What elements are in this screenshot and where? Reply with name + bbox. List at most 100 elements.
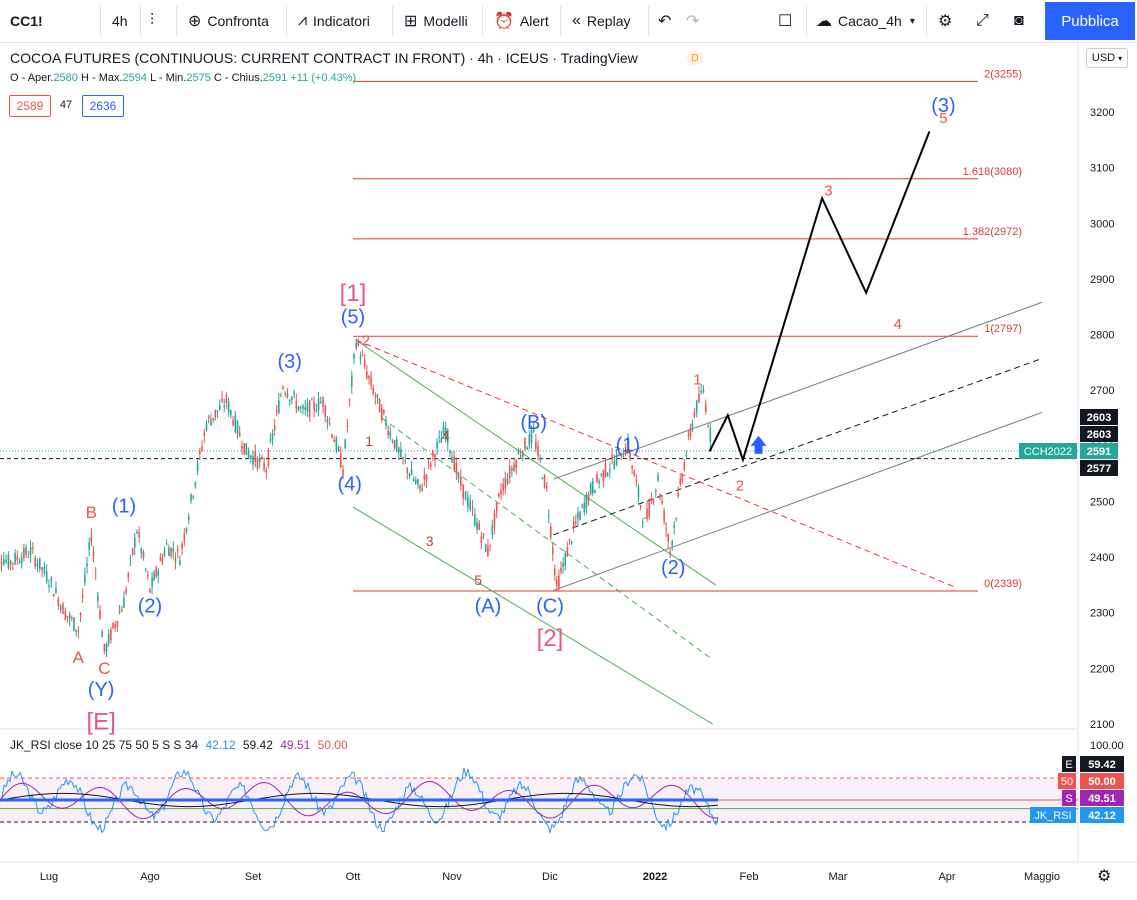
time-tick-label: Set (245, 871, 262, 883)
candle-body (618, 447, 620, 450)
time-tick-label: Lug (40, 871, 58, 883)
candle-body (425, 474, 428, 481)
layout-button[interactable]: ☁ Cacao_4h ▾ (816, 0, 915, 42)
price-tag-label: 2577 (1087, 463, 1111, 475)
candle-body (417, 479, 419, 485)
symbol-search[interactable]: CC1! (10, 0, 43, 42)
candle-body (315, 409, 318, 412)
price-tick-label: 2500 (1090, 496, 1114, 508)
candle-body (389, 431, 392, 437)
candle-body (159, 557, 162, 561)
rewind-icon: « (572, 12, 581, 29)
candle-body (278, 400, 280, 414)
candle-body (190, 494, 192, 501)
candle-body (201, 446, 203, 450)
wave-label: (C) (536, 596, 564, 618)
ask-badge[interactable]: 2636 (82, 95, 124, 117)
snapshot-button[interactable]: ◙ (1014, 0, 1030, 42)
candle-body (383, 409, 385, 414)
candle-body (118, 611, 121, 614)
redo-button[interactable]: ↷ (686, 0, 705, 42)
candle-body (500, 490, 502, 495)
symbol-label: CC1! (10, 13, 43, 29)
camera-icon: ◙ (1014, 12, 1024, 29)
candle-body (357, 340, 360, 346)
candle-body (99, 610, 101, 619)
candle-body (484, 544, 487, 552)
data-badge: D (686, 51, 704, 65)
candle-body (288, 399, 291, 402)
publish-button[interactable]: Pubblica (1045, 2, 1135, 40)
replay-button[interactable]: « Replay (572, 0, 631, 42)
candle-body (566, 547, 569, 557)
price-tick-label: 2700 (1090, 385, 1114, 397)
candle-body (247, 452, 250, 458)
rsi-tag-value: 49.51 (1088, 793, 1116, 805)
candle-body (380, 407, 383, 421)
candle-body (602, 470, 605, 481)
divider (648, 6, 649, 36)
candle-body (474, 514, 476, 525)
rsi-tag-key: S (1065, 793, 1072, 805)
candle-body (570, 541, 573, 544)
green-channel-lower (352, 506, 713, 725)
candle-body (71, 617, 73, 619)
expand-button[interactable]: ⤢ (976, 0, 995, 42)
gear-icon[interactable]: ⚙ (1097, 868, 1112, 885)
open-label: O - Aper. (10, 72, 54, 84)
chart-title: COCOA FUTURES (CONTINUOUS: CURRENT CONTR… (10, 50, 638, 66)
candle-body (631, 465, 633, 469)
candle-body (387, 430, 389, 435)
candle-body (400, 448, 402, 458)
chart-type-button[interactable]: ⫶ (150, 0, 160, 42)
time-tick-label: Feb (740, 871, 759, 883)
top-toolbar: CC1! 4h ⫶ ⊕ Confronta ⩘ Indicatori ⊞ Modell… (0, 0, 1137, 43)
candle-body (679, 478, 682, 485)
candle-body (562, 563, 564, 567)
price-tag (1080, 443, 1118, 459)
candle-body (368, 375, 370, 379)
candle-body (59, 605, 62, 611)
templates-button[interactable]: ⊞ Modelli (404, 0, 468, 42)
price-tick-label: 2900 (1090, 274, 1114, 286)
currency-select[interactable]: USD ▾ (1086, 48, 1128, 68)
indicators-button[interactable]: ⩘ Indicatori (298, 0, 370, 42)
candle-body (68, 614, 71, 620)
candle-body (179, 560, 181, 566)
wave-label: (3) (931, 95, 955, 117)
undo-button[interactable]: ↶ (658, 0, 677, 42)
cloud-icon: ☁ (816, 13, 832, 30)
compare-button[interactable]: ⊕ Confronta (188, 0, 269, 42)
candle-body (637, 486, 640, 497)
alert-button[interactable]: ⏰ Alert (494, 0, 549, 42)
candle-body (511, 468, 513, 471)
settings-button[interactable]: ⚙ (938, 0, 958, 42)
candle-body (348, 399, 351, 401)
candle-body (378, 398, 381, 413)
bid-badge[interactable]: 2589 (9, 95, 51, 117)
candle-body (271, 433, 274, 440)
candle-body (234, 415, 237, 432)
candle-body (127, 573, 130, 578)
candle-body (32, 547, 34, 549)
candle-body (16, 556, 19, 560)
low-value: 2575 (186, 72, 211, 84)
candle-body (284, 393, 287, 395)
candle-body (685, 455, 688, 457)
candle-body (596, 473, 598, 482)
candle-body (84, 574, 86, 583)
candle-body (221, 398, 223, 402)
candle-body (205, 423, 208, 431)
fullscreen-layout-button[interactable]: ☐ (778, 0, 798, 42)
candle-body (549, 526, 552, 538)
candle-body (600, 473, 603, 475)
candle-body (427, 461, 430, 463)
candle-body (43, 566, 46, 574)
candle-body (457, 473, 460, 479)
candle-body (245, 443, 248, 455)
candle-body (7, 554, 10, 569)
interval-button[interactable]: 4h (112, 0, 128, 42)
candle-body (460, 476, 462, 486)
candle-body (66, 615, 69, 617)
